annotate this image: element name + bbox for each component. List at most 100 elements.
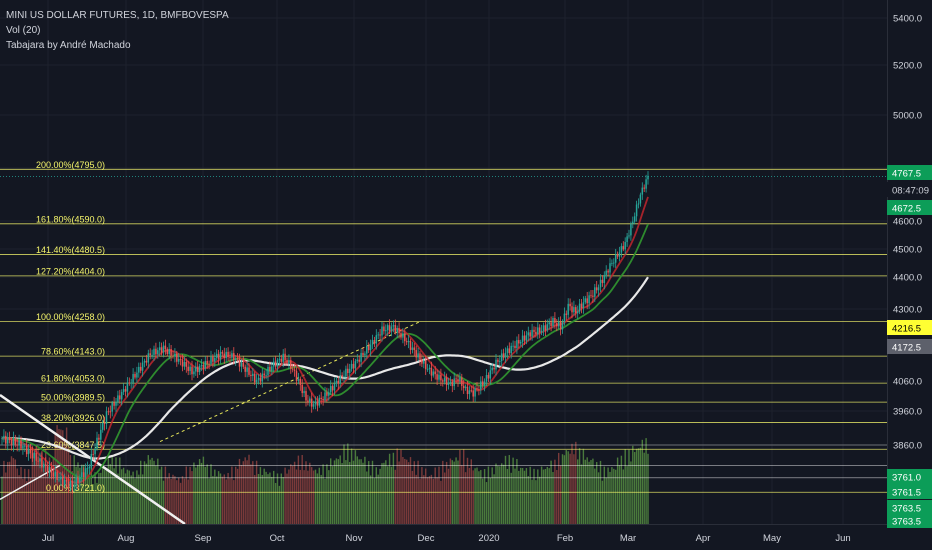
time-tick-label: Jul — [42, 533, 54, 544]
volume-bar — [223, 474, 225, 524]
volume-bar — [278, 485, 281, 524]
candle-body — [390, 326, 393, 332]
candle-body — [267, 366, 269, 376]
price-tag-label: 4216.5 — [892, 324, 921, 335]
candle-body — [354, 361, 357, 369]
volume-bar — [491, 467, 493, 524]
candle-body — [301, 384, 303, 394]
candle-body — [282, 353, 284, 362]
volume-bar — [326, 464, 328, 524]
time-tick-label: Nov — [346, 533, 363, 544]
volume-bar — [626, 466, 628, 524]
volume-bar — [303, 470, 305, 524]
candle-body — [191, 366, 193, 375]
candle-body — [288, 360, 290, 364]
candle-body — [299, 378, 302, 385]
candle-body — [595, 287, 598, 291]
candle-body — [276, 359, 279, 367]
volume-bar — [341, 463, 343, 524]
tabajara-indicator-label[interactable]: Tabajara by André Machado — [6, 40, 131, 51]
candle-body — [413, 347, 416, 351]
candle-body — [556, 323, 558, 327]
volume-bar — [119, 457, 121, 524]
volume-bar — [339, 455, 341, 524]
candle-body — [367, 345, 370, 351]
price-tag-label: 08:47:09 — [892, 186, 929, 197]
candle-body — [81, 472, 83, 478]
volume-bar — [387, 466, 389, 524]
candle-body — [417, 353, 419, 358]
candle-body — [60, 476, 62, 480]
candle-body — [578, 303, 581, 312]
candle-body — [626, 236, 628, 243]
candle-body — [65, 479, 68, 482]
candle-body — [18, 440, 20, 446]
candle-body — [214, 357, 216, 362]
candle-body — [124, 389, 127, 392]
candle-body — [432, 371, 435, 376]
volume-bar — [75, 466, 77, 524]
candle-body — [571, 306, 573, 313]
volume-bar — [179, 482, 182, 524]
candle-body — [16, 444, 18, 446]
candle-body — [309, 398, 311, 402]
volume-bar — [476, 467, 478, 524]
price-tick-label: 4600.0 — [893, 217, 922, 228]
price-tags: 4767.5 08:47:09 4672.5 4216.5 4172.5 3761.0 37… — [887, 165, 932, 528]
candle-body — [404, 333, 406, 342]
time-tick-label: Oct — [270, 533, 285, 544]
volume-bar — [27, 469, 30, 524]
volume-bar — [563, 455, 566, 524]
candle-body — [25, 445, 28, 455]
candle-body — [157, 350, 159, 355]
volume-bar — [31, 445, 34, 524]
volume-bar — [615, 469, 617, 524]
volume-bar — [508, 455, 510, 524]
volume-indicator-label[interactable]: Vol (20) — [6, 25, 41, 36]
volume-bar — [607, 467, 609, 524]
candle-body — [101, 422, 104, 430]
candle-body — [339, 374, 341, 384]
symbol-title[interactable]: MINI US DOLLAR FUTURES, 1D, BMFBOVESPA — [6, 10, 229, 21]
time-tick-label: May — [763, 533, 781, 544]
volume-bar — [94, 472, 96, 524]
volume-bar — [493, 474, 495, 524]
volume-bar — [497, 465, 499, 524]
candle-body — [537, 327, 539, 335]
candle-body — [132, 374, 134, 383]
volume-bar — [147, 455, 149, 524]
candle-body — [400, 333, 402, 338]
candle-body — [128, 382, 131, 384]
candle-body — [497, 359, 499, 362]
volume-bar — [46, 473, 49, 524]
candle-body — [635, 204, 638, 217]
candle-body — [231, 353, 233, 358]
candle-body — [510, 345, 512, 354]
price-tick-label: 4400.0 — [893, 273, 922, 284]
candle-body — [561, 322, 564, 330]
candle-body — [200, 364, 203, 366]
volume-bar — [290, 464, 292, 524]
fib-level-label: 50.00%(3989.5) — [41, 393, 105, 403]
volume-bar — [506, 469, 509, 524]
candle-body — [546, 324, 549, 331]
volume-bar — [554, 459, 556, 524]
candle-body — [176, 353, 178, 362]
time-axis[interactable]: Jul Aug Sep Oct Nov Dec 2020 Feb Mar Apr May Jun — [42, 533, 851, 544]
candle-body — [210, 356, 212, 364]
volume-bar — [609, 471, 611, 524]
volume-bar — [468, 467, 471, 524]
candle-body — [58, 479, 60, 481]
volume-bar — [518, 470, 520, 524]
volume-bar — [512, 457, 514, 524]
candle-body — [352, 363, 355, 369]
candle-body — [396, 328, 398, 333]
candle-body — [41, 458, 43, 468]
volume-bar — [356, 456, 358, 524]
price-tag-box — [887, 469, 932, 484]
volume-bar — [136, 470, 138, 524]
candle-body — [120, 392, 123, 400]
price-tag-label: 3761.0 — [892, 473, 921, 484]
volume-bar — [406, 459, 408, 524]
